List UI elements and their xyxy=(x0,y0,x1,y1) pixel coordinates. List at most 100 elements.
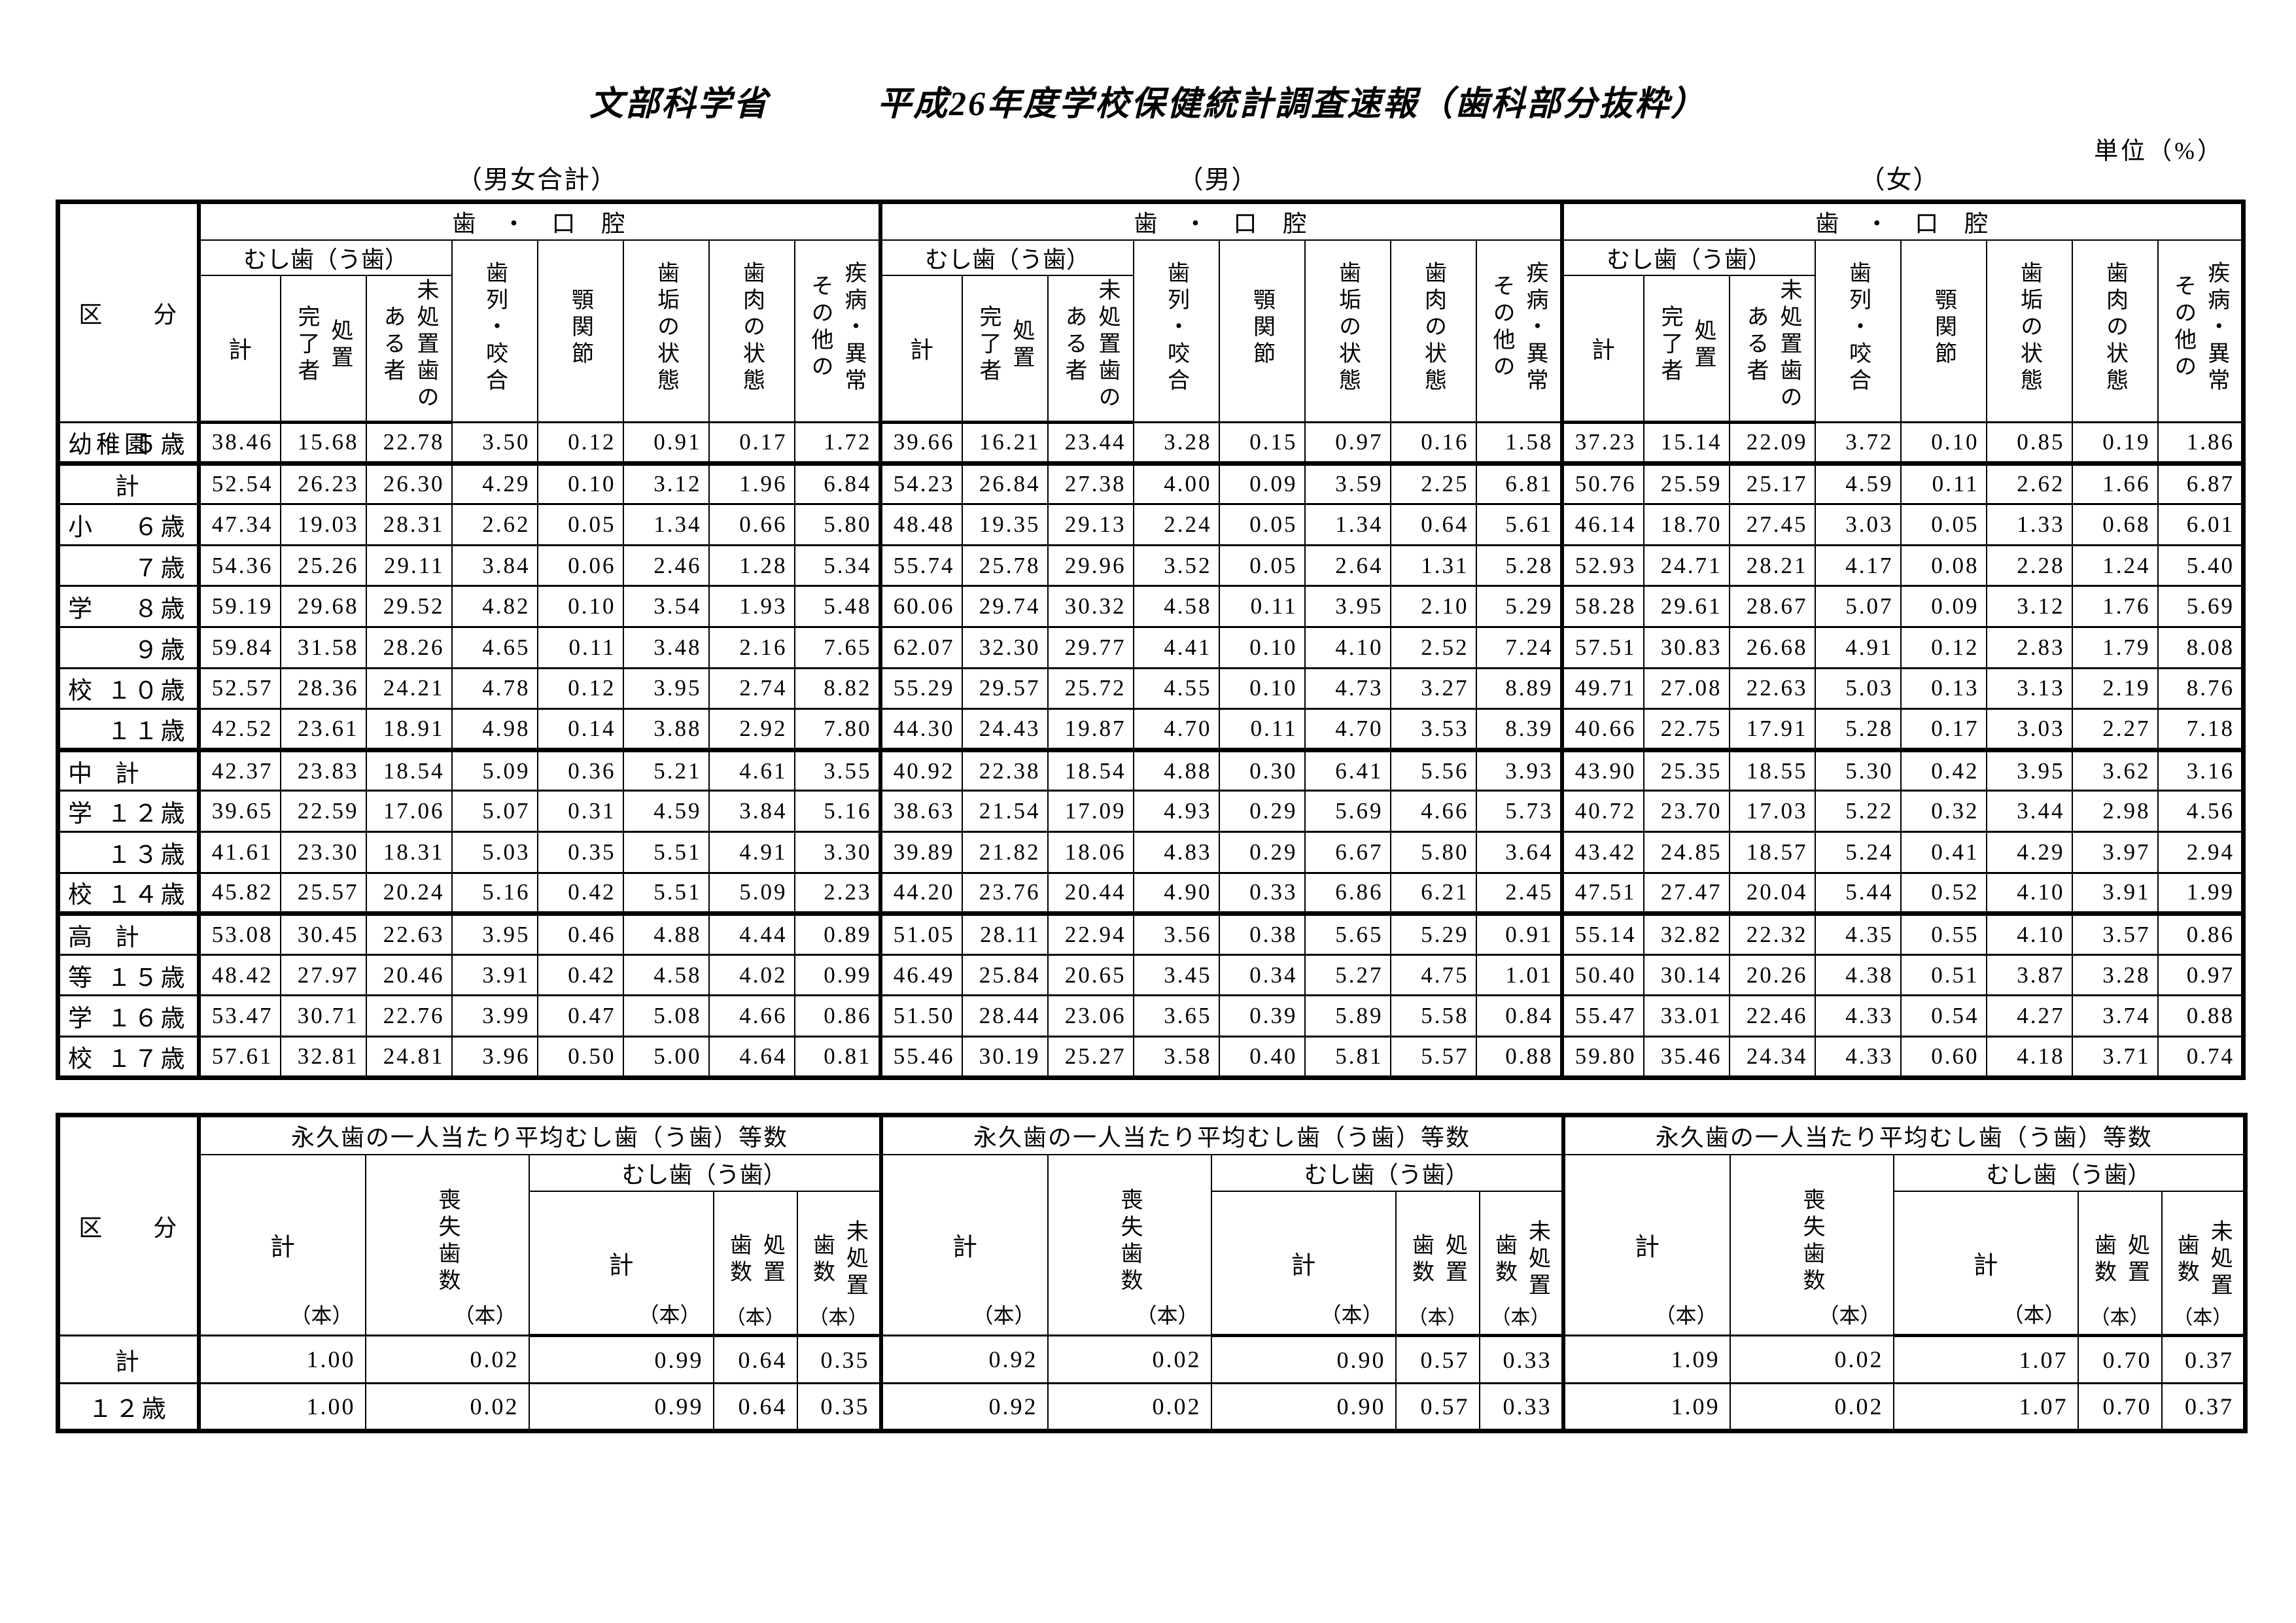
unit-hon-label: （本） xyxy=(2090,1307,2149,1329)
col-header-shochi-su: 処置 歯数 （本） xyxy=(1395,1190,1480,1337)
value-cell: 2.45 xyxy=(1475,871,1563,915)
value-cell: 1.24 xyxy=(2071,544,2159,587)
row-label-text: 計 xyxy=(114,760,142,788)
value-cell: 7.18 xyxy=(2157,708,2244,751)
value-cell: 30.45 xyxy=(279,911,367,956)
value-cell: 0.05 xyxy=(536,503,624,546)
row-label-text: １４歳 xyxy=(107,882,188,909)
col-header-shochi-kanryo: 処置 完了者 xyxy=(1643,274,1730,424)
col-header-shiko: 歯垢の状態 xyxy=(1985,239,2073,423)
col-header-text: 処置 歯数 xyxy=(1408,1232,1467,1287)
row-label-text: １２歳 xyxy=(107,801,188,828)
mushiba-group-header: むし歯（う歯） xyxy=(528,1153,882,1192)
value-cell: 25.72 xyxy=(1047,667,1134,710)
value-cell: 0.02 xyxy=(364,1335,530,1384)
value-cell: 30.32 xyxy=(1047,585,1134,628)
value-cell: 29.74 xyxy=(961,585,1049,628)
value-cell: 5.22 xyxy=(1814,790,1902,833)
table-row: 学 １６歳 53.47 30.71 22.76 3.99 0.47 5.08 4.66 0.86 5… xyxy=(57,994,2244,1038)
value-cell: 17.06 xyxy=(365,790,453,833)
value-cell: 2.28 xyxy=(1985,544,2073,587)
value-cell: 3.64 xyxy=(1475,830,1563,874)
value-cell: 3.50 xyxy=(451,421,538,464)
value-cell: 54.23 xyxy=(878,461,963,506)
value-cell: 3.99 xyxy=(451,994,538,1038)
value-cell: 2.92 xyxy=(708,708,795,751)
value-cell: 35.46 xyxy=(1643,1035,1730,1079)
value-cell: 0.55 xyxy=(1900,911,1987,956)
value-cell: 2.19 xyxy=(2071,667,2159,710)
value-cell: 0.13 xyxy=(1900,667,1987,710)
value-cell: 27.47 xyxy=(1643,871,1730,915)
table-row: 幼稚園 ５歳 38.46 15.68 22.78 3.50 0.12 0.91 0.17 1.72… xyxy=(57,421,2244,464)
value-cell: 7.24 xyxy=(1475,625,1563,669)
table-row: １１歳 42.52 23.61 18.91 4.98 0.14 3.88 2.92 7.80 44… xyxy=(57,708,2244,751)
col-header-text: 未処置歯の ある者 xyxy=(1743,278,1801,413)
value-cell: 8.89 xyxy=(1475,667,1563,710)
value-cell: 1.58 xyxy=(1475,421,1563,464)
value-cell: 55.29 xyxy=(878,667,963,710)
col-header-gakukansetsu: 顎関節 xyxy=(536,239,624,423)
value-cell: 54.36 xyxy=(196,544,281,587)
value-cell: 40.92 xyxy=(878,747,963,792)
value-cell: 0.35 xyxy=(796,1382,882,1432)
value-cell: 6.21 xyxy=(1389,871,1477,915)
value-cell: 0.17 xyxy=(708,421,795,464)
value-cell: 24.85 xyxy=(1643,830,1730,874)
value-cell: 18.31 xyxy=(365,830,453,874)
value-cell: 0.68 xyxy=(2071,503,2159,546)
value-cell: 4.64 xyxy=(708,1035,795,1079)
school-label: 幼稚園 xyxy=(68,431,152,459)
group-label-male: （男） xyxy=(1177,166,1259,194)
table-row: １２歳 1.00 0.02 0.99 0.64 0.35 0.92 0.02 0.90 0.57 0… xyxy=(57,1382,2246,1432)
value-cell: 18.57 xyxy=(1728,830,1816,874)
value-cell: 6.81 xyxy=(1475,461,1563,506)
value-cell: 0.33 xyxy=(1478,1335,1564,1384)
value-cell: 4.35 xyxy=(1814,911,1902,956)
value-cell: 0.37 xyxy=(2161,1382,2246,1432)
value-cell: 51.50 xyxy=(878,994,963,1038)
value-cell: 29.52 xyxy=(365,585,453,628)
value-cell: 59.19 xyxy=(196,585,281,628)
value-cell: 0.11 xyxy=(1218,585,1306,628)
value-cell: 48.42 xyxy=(196,953,281,997)
col-header-mishochi: 未処置歯の ある者 xyxy=(1047,274,1134,424)
value-cell: 4.66 xyxy=(1389,790,1477,833)
row-label: 計 xyxy=(57,1335,201,1384)
value-cell: 2.62 xyxy=(451,503,538,546)
table-row: 学 ８歳 59.19 29.68 29.52 4.82 0.10 3.54 1.93 5.48 60… xyxy=(57,585,2244,628)
value-cell: 6.87 xyxy=(2157,461,2244,506)
table-row: 計 1.00 0.02 0.99 0.64 0.35 0.92 0.02 0.90 0.57 0.3… xyxy=(57,1335,2246,1384)
unit-hon-label: （本） xyxy=(2002,1303,2066,1327)
row-label-text: ８歳 xyxy=(133,596,188,623)
value-cell: 3.65 xyxy=(1132,994,1220,1038)
value-cell: 52.93 xyxy=(1559,544,1644,587)
value-cell: 1.96 xyxy=(708,461,795,506)
value-cell: 1.00 xyxy=(196,1382,366,1432)
value-cell: 5.09 xyxy=(451,747,538,792)
value-cell: 1.07 xyxy=(1892,1335,2079,1384)
value-cell: 0.99 xyxy=(528,1382,714,1432)
value-cell: 44.30 xyxy=(878,708,963,751)
value-cell: 2.74 xyxy=(708,667,795,710)
col-header-text: 歯垢の状態 xyxy=(2017,260,2042,395)
col-header-shochi-kanryo: 処置 完了者 xyxy=(279,274,367,424)
col-header-kei-hon: 計 （本） xyxy=(196,1153,366,1336)
value-cell: 4.10 xyxy=(1304,625,1391,669)
value-cell: 0.84 xyxy=(1475,994,1563,1038)
unit-hon-label: （本） xyxy=(290,1304,353,1327)
value-cell: 57.61 xyxy=(196,1035,281,1079)
value-cell: 5.27 xyxy=(1304,953,1391,997)
value-cell: 15.68 xyxy=(279,421,367,464)
col-header-shochi-kanryo: 処置 完了者 xyxy=(961,274,1049,424)
value-cell: 0.64 xyxy=(712,1335,798,1384)
value-cell: 0.35 xyxy=(796,1335,882,1384)
value-cell: 5.57 xyxy=(1389,1035,1477,1079)
value-cell: 59.80 xyxy=(1559,1035,1644,1079)
col-header-mishochi-su: 未処置 歯数 （本） xyxy=(1478,1190,1564,1337)
table-row: 計 52.54 26.23 26.30 4.29 0.10 3.12 1.96 6.84 54.2… xyxy=(57,461,2244,506)
table-row: 校 １７歳 57.61 32.81 24.81 3.96 0.50 5.00 4.64 0.81 5… xyxy=(57,1035,2244,1079)
value-cell: 0.14 xyxy=(536,708,624,751)
col-header-text: 喪失歯数 xyxy=(1800,1188,1824,1296)
col-header-soshitsu: 喪失歯数 （本） xyxy=(1729,1153,1894,1336)
